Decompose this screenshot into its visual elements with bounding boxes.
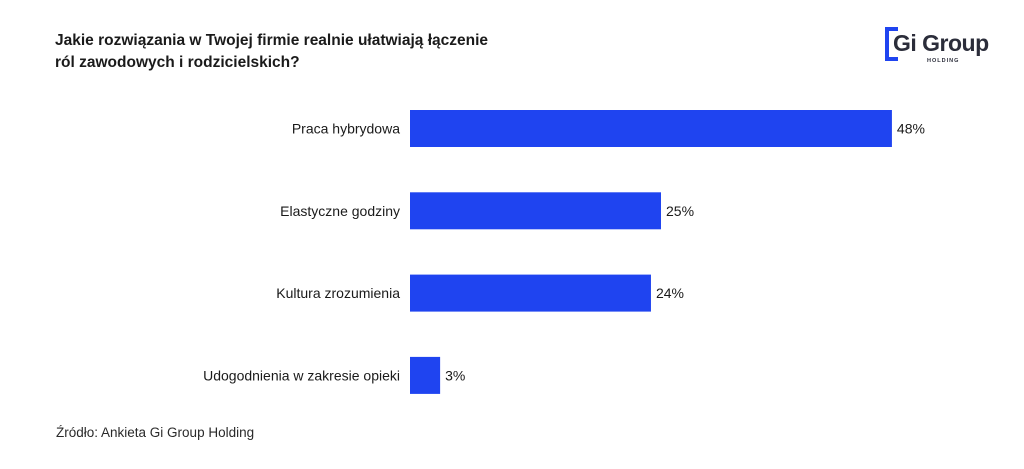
bar-1 xyxy=(410,192,661,230)
chart-title-line-1: Jakie rozwiązania w Twojej firmie realni… xyxy=(55,32,489,49)
category-label-0: Praca hybrydowa xyxy=(292,121,400,137)
value-label-2: 24% xyxy=(656,285,684,301)
bar-0 xyxy=(410,110,892,147)
logo-subtitle: HOLDING xyxy=(927,58,960,64)
bar-3 xyxy=(410,356,441,394)
value-label-1: 25% xyxy=(666,203,694,219)
value-label-0: 48% xyxy=(897,121,925,137)
value-label-3: 3% xyxy=(445,367,465,383)
category-label-3: Udogodnienia w zakresie opieki xyxy=(203,367,400,383)
category-label-1: Elastyczne godziny xyxy=(280,203,400,219)
bar-2 xyxy=(410,274,651,312)
chart-title-line-2: ról zawodowych i rodzicielskich? xyxy=(55,54,300,71)
logo-bracket-icon xyxy=(885,27,898,61)
chart-title: Jakie rozwiązania w Twojej firmie realni… xyxy=(55,30,615,74)
logo-wordmark: Gi Group xyxy=(893,30,989,56)
source-note: Źródło: Ankieta Gi Group Holding xyxy=(56,425,255,440)
gi-group-logo: Gi Group HOLDING xyxy=(884,26,1004,70)
category-label-2: Kultura zrozumienia xyxy=(276,285,400,301)
